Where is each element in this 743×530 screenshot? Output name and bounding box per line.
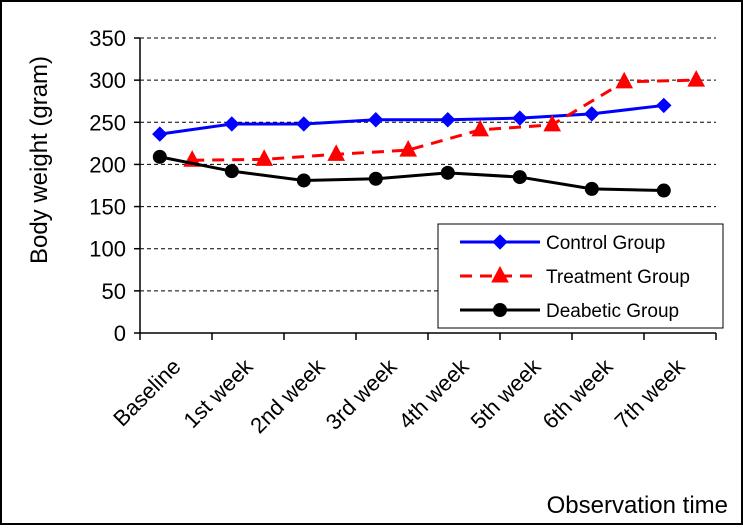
legend-label: Treatment Group [546, 267, 690, 288]
data-point-diamond [512, 110, 528, 126]
data-point-diamond [440, 112, 456, 128]
series-line [159, 155, 664, 193]
data-point-triangle [687, 70, 706, 87]
y-tick-labels: 0 50 100 150 200 250 300 350 [89, 26, 126, 346]
data-point-diamond [152, 126, 168, 142]
y-tick-label: 50 [102, 279, 126, 304]
data-point-triangle [543, 114, 562, 132]
data-point-triangle [471, 119, 490, 137]
data-point-circle [296, 173, 311, 188]
data-point-circle [152, 149, 167, 164]
series [152, 70, 706, 198]
data-point-circle [493, 303, 507, 317]
legend: Control Group Treatment Group Deabetic Gro… [437, 223, 724, 329]
data-point-circle [584, 181, 599, 196]
y-tick-label: 250 [89, 110, 126, 135]
data-point-diamond [368, 112, 384, 128]
y-tick-label: 200 [89, 152, 126, 177]
data-point-circle [440, 165, 455, 180]
y-tick-label: 350 [89, 26, 126, 51]
axes [134, 37, 717, 340]
series-line [192, 78, 697, 162]
data-point-diamond [296, 116, 312, 132]
y-axis-title: Body weight (gram) [26, 56, 53, 264]
data-point-circle [512, 170, 527, 185]
series-line [159, 103, 664, 136]
legend-label: Control Group [546, 233, 665, 254]
data-point-circle [368, 171, 383, 186]
y-tick-label: 150 [89, 195, 126, 220]
y-tick-label: 100 [89, 237, 126, 262]
series-deabetic-group [152, 149, 671, 198]
y-tick-label: 0 [114, 321, 126, 346]
data-point-diamond [656, 97, 672, 114]
data-point-circle [224, 164, 239, 179]
data-point-circle [656, 183, 671, 198]
legend-label: Deabetic Group [546, 301, 679, 322]
y-tick-label: 300 [89, 68, 126, 93]
data-point-triangle [491, 265, 509, 283]
x-axis-title: Observation time [547, 492, 728, 519]
data-point-diamond [584, 106, 600, 122]
data-point-triangle [399, 140, 418, 157]
series-treatment-group [183, 70, 706, 167]
data-point-triangle [327, 144, 346, 161]
data-point-diamond [492, 234, 508, 250]
data-point-triangle [615, 71, 634, 89]
data-point-diamond [224, 116, 240, 132]
data-point-triangle [255, 149, 274, 166]
series-control-group [152, 97, 672, 142]
